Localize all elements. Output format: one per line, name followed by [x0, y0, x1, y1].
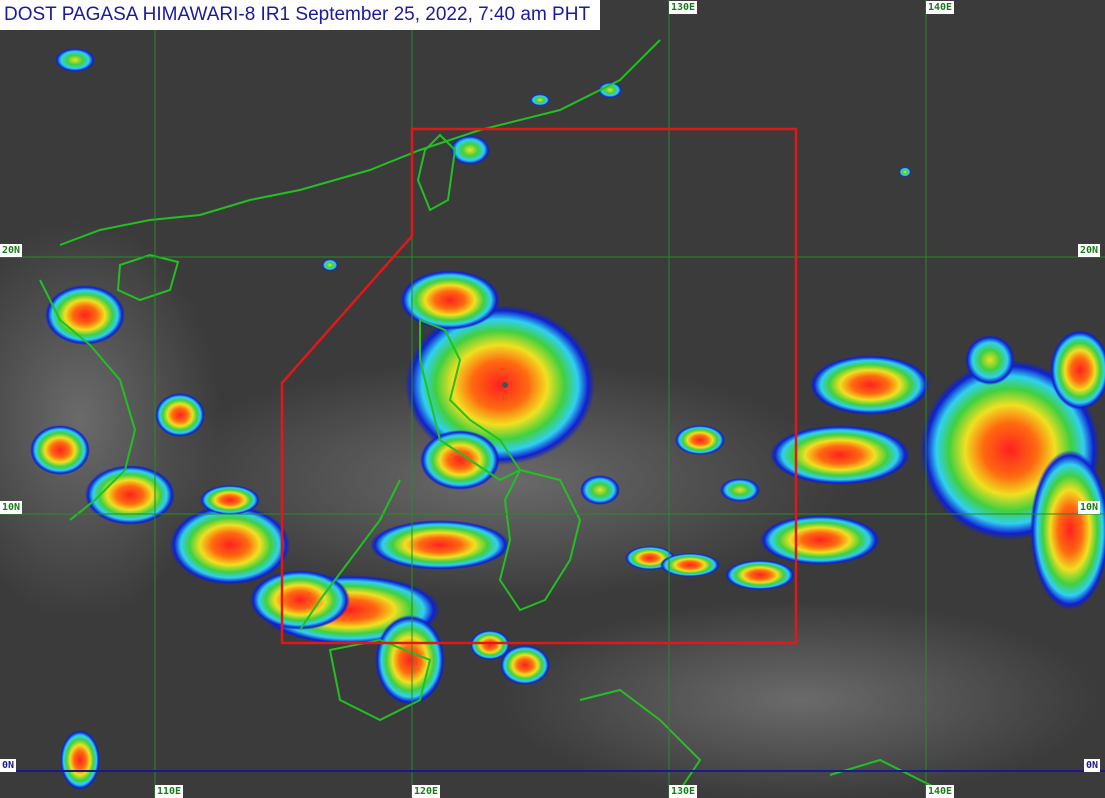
cloud-cluster: [500, 645, 550, 685]
lon-label-bottom: 110E: [155, 785, 184, 798]
lat-label-left: 20N: [0, 244, 23, 257]
cloud-cluster: [675, 425, 725, 455]
cloud-cluster: [450, 135, 490, 165]
cloud-cluster: [30, 425, 90, 475]
cloud-cluster: [85, 465, 175, 525]
cloud-cluster: [200, 485, 260, 515]
cloud-cluster: [155, 393, 205, 437]
cloud-cluster: [760, 515, 880, 565]
cloud-cluster: [322, 259, 338, 271]
cloud-cluster: [810, 355, 930, 415]
cloud-cluster: [720, 478, 760, 502]
lat-label-left: 10N: [0, 501, 23, 514]
cloud-cluster: [770, 425, 910, 485]
lat-label-right: 0N: [1084, 759, 1101, 772]
lat-label-right: 20N: [1078, 244, 1101, 257]
cloud-cluster: [1030, 450, 1105, 610]
cloud-cluster: [530, 94, 550, 106]
cloud-cluster: [400, 270, 500, 330]
cloud-cluster: [470, 630, 510, 660]
cloud-cluster: [420, 430, 500, 490]
cloud-cluster: [899, 167, 911, 177]
cloud-cluster: [1050, 330, 1105, 410]
lat-label-left: 0N: [0, 759, 17, 772]
cloud-cluster: [965, 335, 1015, 385]
cloud-cluster: [45, 285, 125, 345]
cloud-cluster: [725, 560, 795, 590]
cloud-cluster: [375, 615, 445, 705]
cloud-cluster: [60, 730, 100, 790]
cloud-cluster: [598, 82, 622, 98]
lon-label-bottom: 130E: [669, 785, 698, 798]
cloud-cluster: [580, 475, 620, 505]
lon-label-bottom: 120E: [412, 785, 441, 798]
lon-label-top: 140E: [926, 1, 955, 14]
cloud-cluster: [370, 520, 510, 570]
cloud-cluster: [170, 505, 290, 585]
cloud-cluster: [55, 48, 95, 72]
lon-label-top: 130E: [669, 1, 698, 14]
par-boundary: [280, 127, 798, 645]
typhoon-eye: [502, 382, 508, 388]
cloud-cluster: [250, 570, 350, 630]
lat-label-right: 10N: [1078, 501, 1101, 514]
lon-label-bottom: 140E: [926, 785, 955, 798]
cloud-cluster: [660, 553, 720, 577]
image-title: DOST PAGASA HIMAWARI-8 IR1 September 25,…: [0, 0, 600, 30]
